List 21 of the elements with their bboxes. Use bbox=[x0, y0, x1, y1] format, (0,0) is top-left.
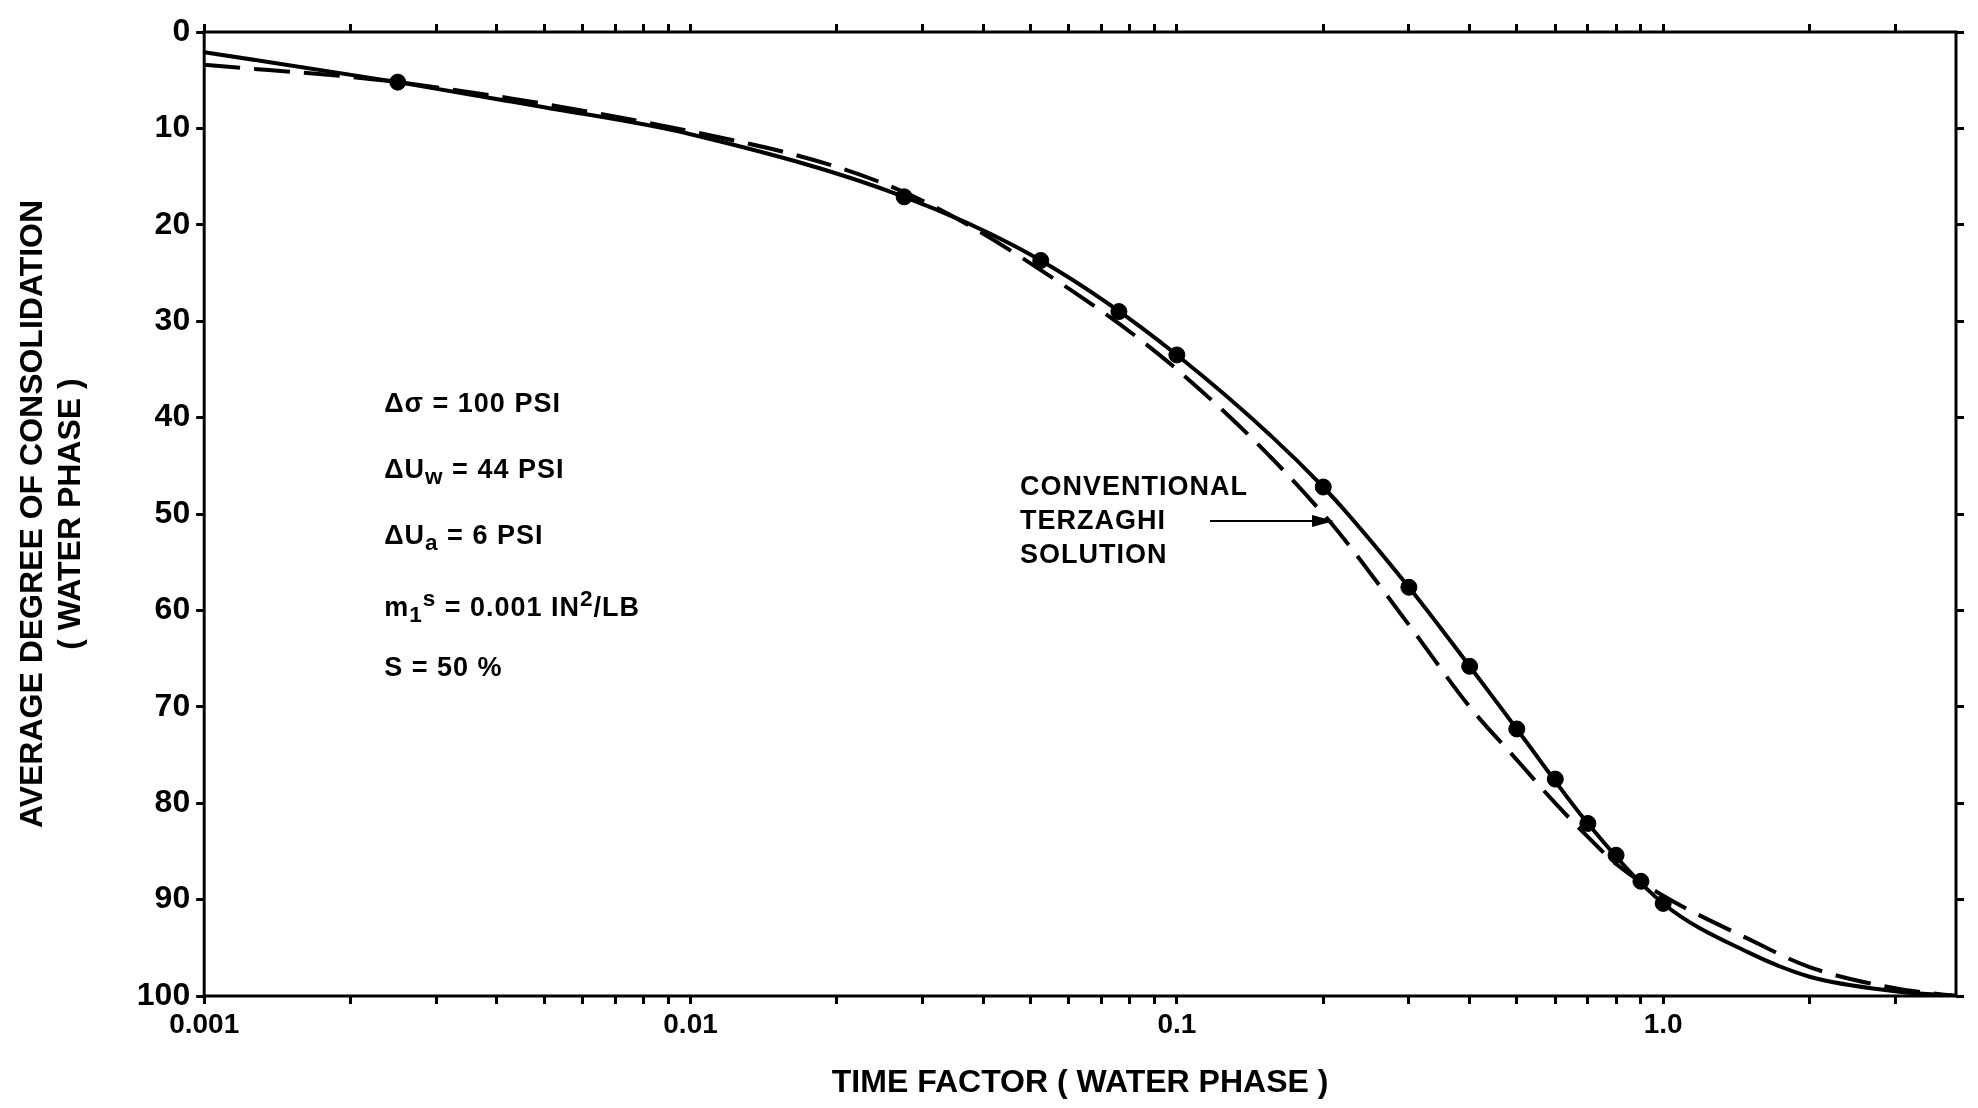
annotation: m$_{1}$$^{s}$ = 0.001 IN$^{2}$/LB bbox=[384, 585, 641, 630]
x-tick-label: 0.01 bbox=[663, 1007, 718, 1039]
annotation: ΔU$_{a}$ = 6 PSI bbox=[384, 519, 544, 558]
y-tick-label: 60 bbox=[154, 590, 191, 627]
x-tick-label: 0.1 bbox=[1157, 1007, 1197, 1039]
y-tick-label: 20 bbox=[154, 204, 191, 241]
annotation: CONVENTIONAL TERZAGHI SOLUTION bbox=[1020, 470, 1248, 571]
annotation: S = 50 % bbox=[384, 651, 503, 684]
x-axis-title: TIME FACTOR ( WATER PHASE ) bbox=[831, 1062, 1329, 1099]
y-tick-label: 90 bbox=[154, 879, 191, 916]
y-tick-label: 40 bbox=[154, 397, 191, 434]
y-tick-label: 0 bbox=[172, 11, 191, 48]
y-tick-label: 30 bbox=[154, 301, 191, 338]
y-tick-label: 10 bbox=[154, 108, 191, 145]
x-tick-label: 1.0 bbox=[1643, 1007, 1683, 1039]
y-tick-label: 70 bbox=[154, 686, 191, 723]
y-tick-label: 80 bbox=[154, 783, 191, 820]
y-axis-title: AVERAGE DEGREE OF CONSOLIDATION ( WATER PHASE ) bbox=[13, 199, 88, 829]
y-tick-label: 50 bbox=[154, 493, 191, 530]
annotation: ΔU$_{w}$ = 44 PSI bbox=[384, 453, 565, 492]
annotation: Δσ = 100 PSI bbox=[384, 387, 561, 420]
